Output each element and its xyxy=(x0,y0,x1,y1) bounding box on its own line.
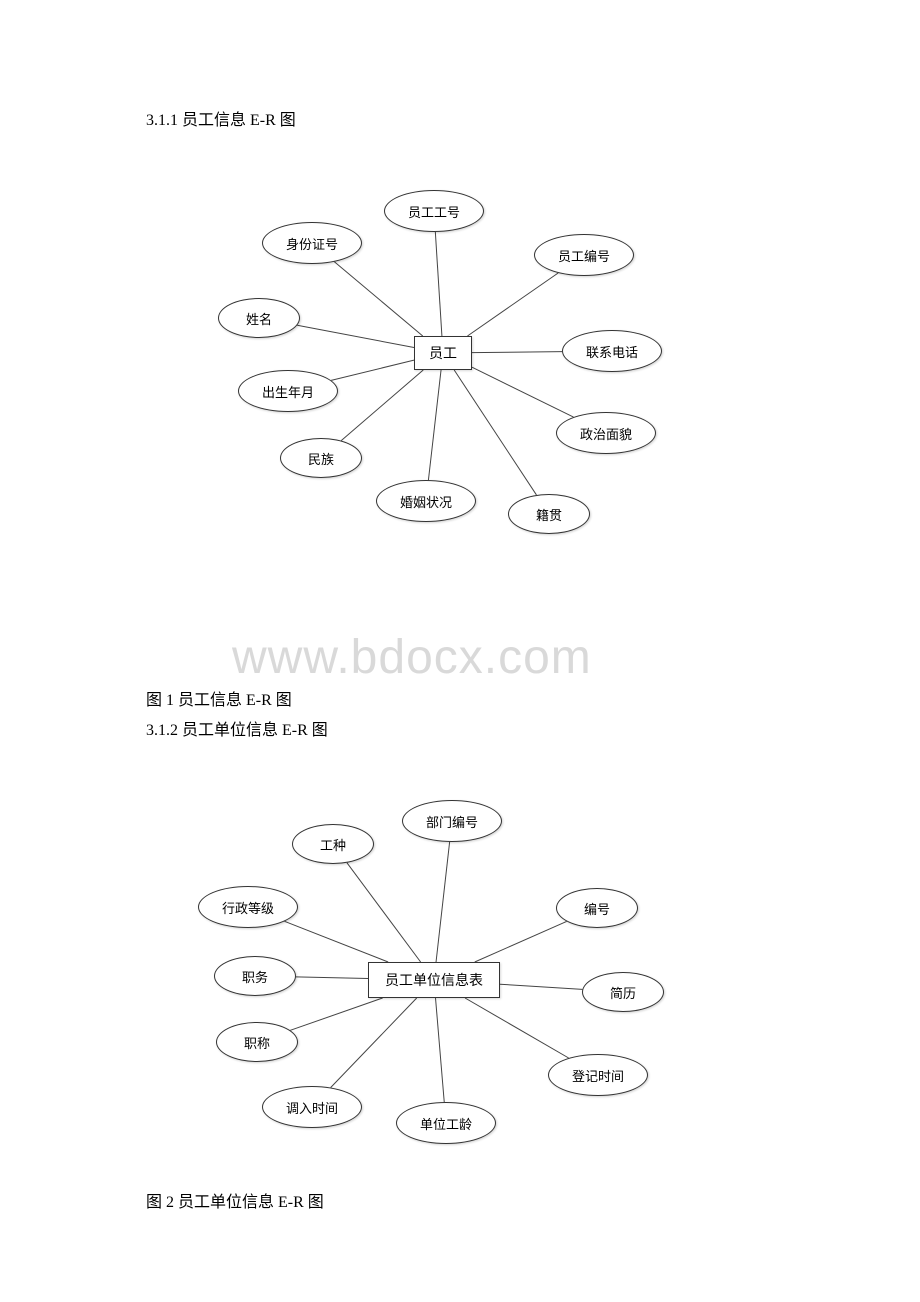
attribute-ellipse: 调入时间 xyxy=(262,1086,362,1128)
attribute-ellipse: 简历 xyxy=(582,972,664,1012)
figure-caption-2: 图 2 员工单位信息 E-R 图 xyxy=(146,1188,324,1212)
attribute-ellipse: 编号 xyxy=(556,888,638,928)
diagram-2-lines xyxy=(0,0,920,1200)
attribute-ellipse: 职称 xyxy=(216,1022,298,1062)
er-diagram-employee-unit: 员工单位信息表 部门编号工种行政等级职务职称调入时间单位工龄 登记时间 简历 编号 xyxy=(0,0,920,1200)
attribute-ellipse: 工种 xyxy=(292,824,374,864)
attribute-ellipse: 职务 xyxy=(214,956,296,996)
attribute-ellipse: 行政等级 xyxy=(198,886,298,928)
attribute-ellipse: 部门编号 xyxy=(402,800,502,842)
attribute-ellipse: 登记时间 xyxy=(548,1054,648,1096)
attribute-ellipse: 单位工龄 xyxy=(396,1102,496,1144)
page: 3.1.1 员工信息 E-R 图 员工员工工号员工编号联系电话政治面貌籍贯婚姻状… xyxy=(0,0,920,1302)
entity-box: 员工单位信息表 xyxy=(368,962,500,998)
